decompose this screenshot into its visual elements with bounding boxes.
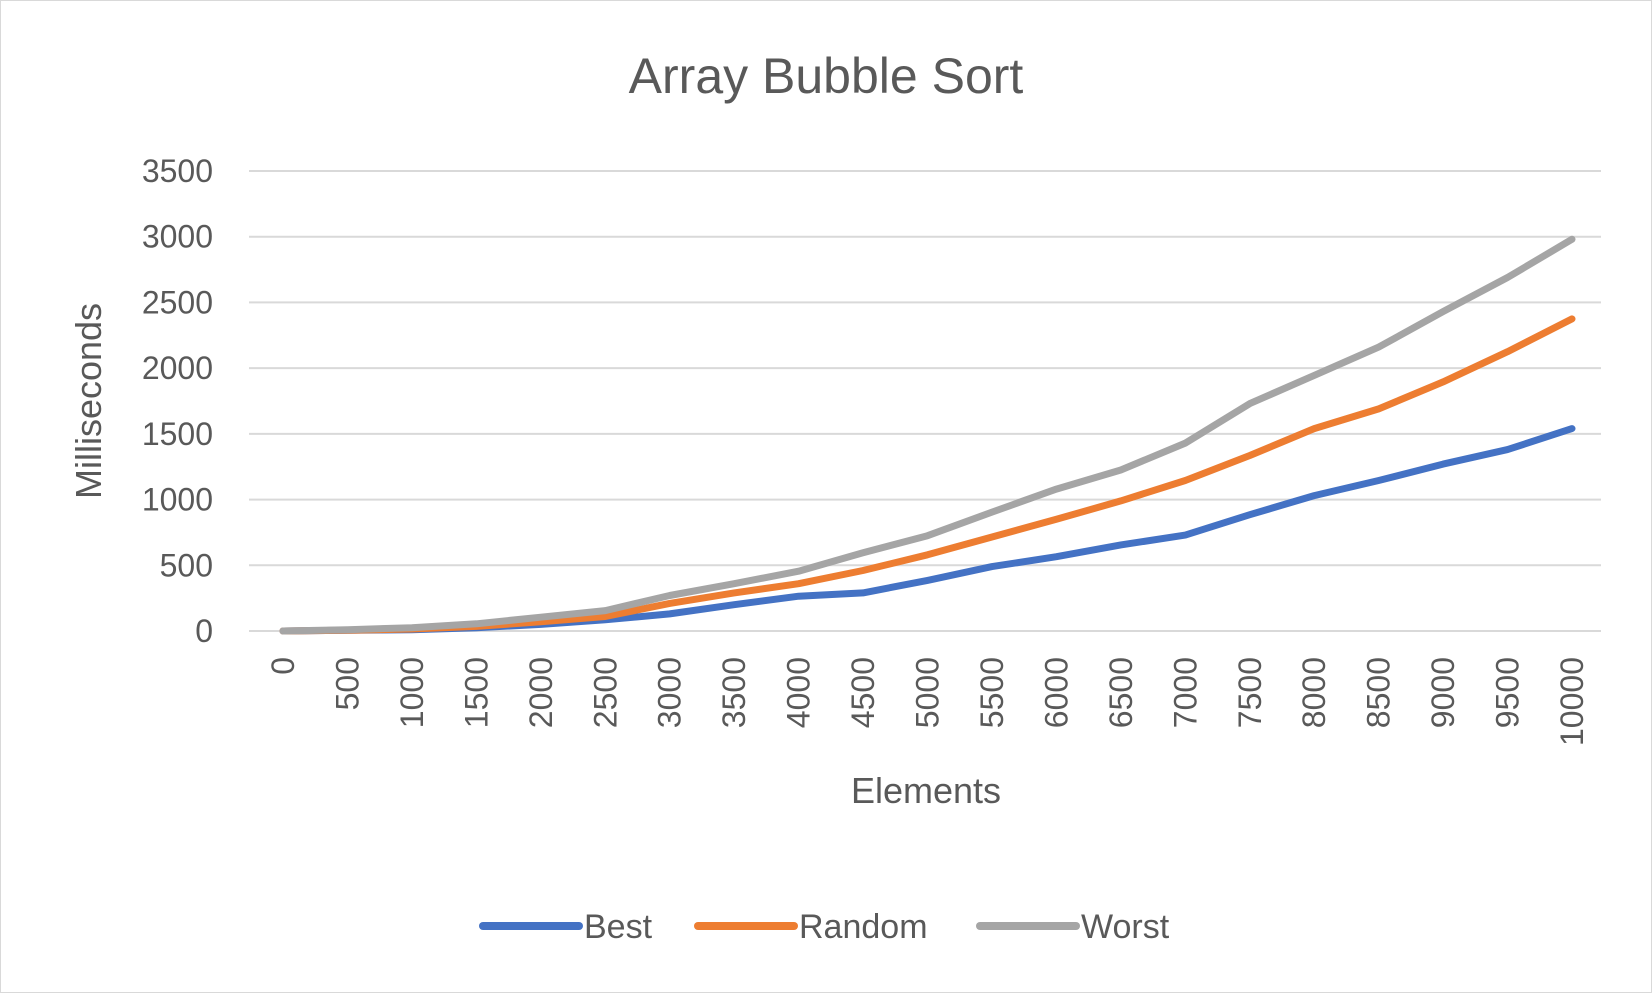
legend-label: Random <box>799 908 928 946</box>
series-line-worst <box>279 235 1576 635</box>
x-axis-title: Elements <box>851 770 1001 811</box>
x-tick-label: 4000 <box>781 657 817 728</box>
y-axis-title: Milliseconds <box>68 303 109 499</box>
gridlines <box>249 170 1601 632</box>
legend-item-worst: Worst <box>976 908 1170 946</box>
x-tick-label: 8500 <box>1361 657 1397 728</box>
y-tick-label: 500 <box>160 547 213 583</box>
y-tick-label: 3000 <box>142 219 213 255</box>
y-tick-label: 1500 <box>142 416 213 452</box>
legend-item-best: Best <box>479 908 653 946</box>
series-line-random <box>279 315 1576 635</box>
x-tick-label: 2000 <box>523 657 559 728</box>
x-tick-label: 7000 <box>1167 657 1203 728</box>
x-tick-label: 3000 <box>652 657 688 728</box>
x-tick-label: 9000 <box>1425 657 1461 728</box>
x-tick-label: 2500 <box>587 657 623 728</box>
x-tick-label: 9500 <box>1490 657 1526 728</box>
x-tick-label: 1000 <box>394 657 430 728</box>
chart-title: Array Bubble Sort <box>629 48 1024 104</box>
legend-label: Worst <box>1081 908 1170 946</box>
x-tick-label: 6000 <box>1038 657 1074 728</box>
x-tick-label: 1500 <box>458 657 494 728</box>
y-tick-label: 2000 <box>142 350 213 386</box>
x-tick-label: 5000 <box>910 657 946 728</box>
x-tick-label: 5500 <box>974 657 1010 728</box>
y-tick-label: 0 <box>195 613 213 649</box>
y-tick-label: 2500 <box>142 284 213 320</box>
y-tick-label: 1000 <box>142 482 213 518</box>
series-line-best <box>279 425 1576 635</box>
series-lines <box>279 235 1576 635</box>
x-tick-label: 0 <box>265 657 301 675</box>
legend: Best Random Worst <box>479 908 1170 946</box>
x-tick-label: 6500 <box>1103 657 1139 728</box>
y-axis-tick-labels: 0 500 1000 1500 2000 2500 3000 3500 <box>142 153 213 649</box>
x-tick-label: 7500 <box>1232 657 1268 728</box>
y-tick-label: 3500 <box>142 153 213 189</box>
legend-item-random: Random <box>694 908 928 946</box>
x-tick-label: 3500 <box>716 657 752 728</box>
x-tick-label: 8000 <box>1296 657 1332 728</box>
x-tick-label: 500 <box>329 657 365 710</box>
legend-label: Best <box>584 908 653 946</box>
x-axis-tick-labels: 0 500 1000 1500 2000 2500 3000 3500 4000 4500 5000… <box>265 657 1590 746</box>
x-tick-label: 4500 <box>845 657 881 728</box>
x-tick-label: 10000 <box>1554 657 1590 746</box>
